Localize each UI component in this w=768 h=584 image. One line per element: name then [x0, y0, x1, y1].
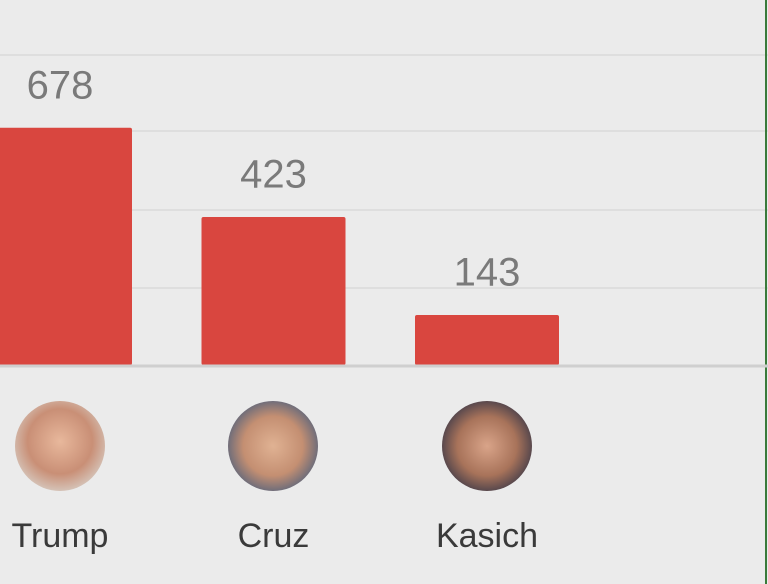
bar: [415, 314, 559, 365]
avatar: [442, 401, 532, 491]
value-label: 143: [454, 251, 521, 295]
x-tick-label: Kasich: [436, 517, 538, 555]
avatar: [15, 401, 105, 491]
bar: [201, 216, 346, 365]
value-label: 678: [27, 63, 94, 107]
value-label: 423: [240, 153, 307, 197]
avatar: [228, 401, 318, 491]
bars: [0, 127, 559, 365]
x-tick-label: Cruz: [238, 517, 310, 555]
x-tick-label: Trump: [12, 517, 109, 555]
bar: [0, 127, 132, 365]
